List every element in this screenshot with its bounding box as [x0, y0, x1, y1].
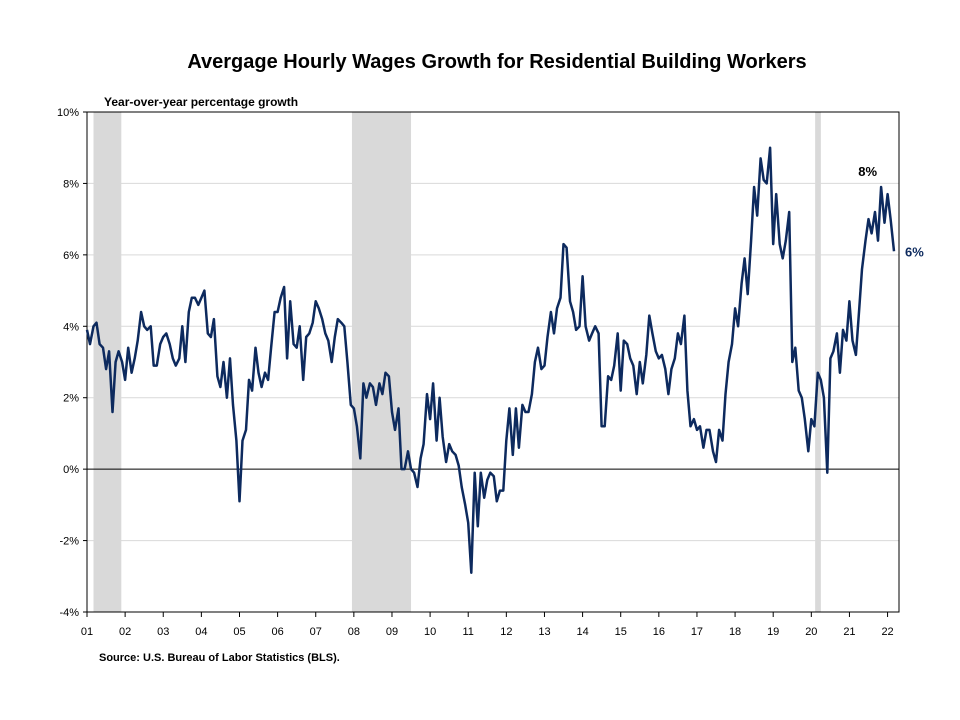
x-tick-label: 06 [271, 626, 283, 638]
x-tick-label: 21 [843, 626, 855, 638]
recession-band [815, 112, 821, 612]
x-tick-label: 20 [805, 626, 817, 638]
y-tick-label: 10% [57, 107, 79, 119]
chart-title: Avergage Hourly Wages Growth for Residen… [187, 51, 806, 73]
y-axis: 10% 8% 6% 4% 2% 0% -2% -4% [57, 107, 87, 619]
x-tick-label: 15 [615, 626, 627, 638]
x-tick-label: 17 [691, 626, 703, 638]
recession-bands [93, 112, 821, 612]
recession-band [351, 112, 412, 612]
x-tick-label: 19 [767, 626, 779, 638]
x-tick-label: 09 [386, 626, 398, 638]
y-tick-label: 6% [63, 250, 79, 262]
x-tick-label: 05 [233, 626, 245, 638]
series-line-wage-growth [85, 146, 896, 574]
x-tick-label: 12 [500, 626, 512, 638]
x-tick-label: 08 [348, 626, 360, 638]
y-tick-label: -4% [59, 607, 79, 619]
x-axis: 01 02 03 04 05 06 07 08 09 10 11 12 13 14 15 16 17 18 19 20… [81, 612, 894, 638]
x-tick-label: 10 [424, 626, 436, 638]
y-tick-label: 0% [63, 464, 79, 476]
x-tick-label: 07 [310, 626, 322, 638]
gridlines [87, 182, 899, 542]
y-tick-label: 8% [63, 178, 79, 190]
series-group [85, 146, 896, 574]
x-tick-label: 02 [119, 626, 131, 638]
source-note: Source: U.S. Bureau of Labor Statistics … [99, 652, 340, 664]
x-tick-label: 13 [538, 626, 550, 638]
data-label: 8% [858, 164, 877, 179]
y-tick-label: 2% [63, 393, 79, 405]
x-tick-label: 14 [576, 626, 588, 638]
x-tick-label: 03 [157, 626, 169, 638]
y-tick-label: -2% [59, 536, 79, 548]
x-tick-label: 01 [81, 626, 93, 638]
y-tick-label: 4% [63, 321, 79, 333]
data-label: 6% [905, 244, 924, 259]
x-tick-label: 04 [195, 626, 207, 638]
annotations: 8% 6% [858, 164, 924, 259]
x-tick-label: 22 [881, 626, 893, 638]
plot-area [86, 111, 900, 613]
x-tick-label: 11 [463, 626, 474, 638]
x-tick-label: 16 [653, 626, 665, 638]
x-tick-label: 18 [729, 626, 741, 638]
y-axis-label: Year-over-year percentage growth [104, 95, 298, 109]
